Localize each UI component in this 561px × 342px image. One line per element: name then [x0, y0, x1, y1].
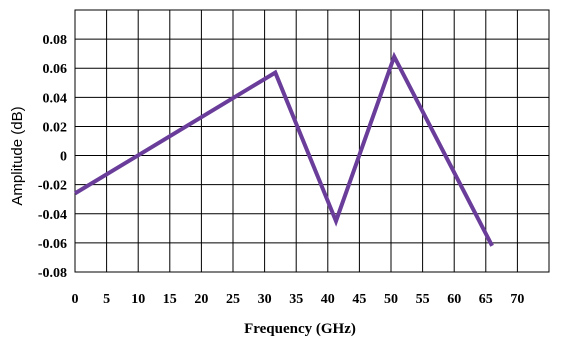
y-tick-label: -0.08: [38, 266, 67, 281]
x-tick-label: 5: [103, 292, 110, 307]
y-tick-label: 0.06: [43, 62, 68, 77]
plot-frame: [74, 9, 550, 273]
x-tick-label: 0: [72, 292, 79, 307]
x-tick-label: 70: [510, 292, 524, 307]
x-tick-label: 60: [447, 292, 461, 307]
series-line: [73, 51, 494, 247]
x-tick-label: 20: [194, 292, 208, 307]
x-tick-label: 15: [163, 292, 177, 307]
y-tick-label: -0.06: [38, 237, 67, 252]
x-tick-label: 25: [226, 292, 240, 307]
y-tick-label: -0.04: [38, 208, 67, 223]
x-tick-label: 45: [352, 292, 366, 307]
y-axis-label: Amplitude (dB): [9, 106, 26, 205]
y-tick-labels: -0.08 -0.06 -0.04 -0.02 0 0.02 0.04 0.06 0.08: [38, 33, 67, 281]
x-axis-label: Frequency (GHz): [244, 321, 356, 337]
x-tick-label: 65: [479, 292, 493, 307]
x-tick-label: 10: [131, 292, 145, 307]
x-tick-label: 35: [289, 292, 303, 307]
x-tick-label: 55: [416, 292, 430, 307]
y-tick-label: 0.02: [43, 120, 68, 135]
series-layer: [73, 51, 494, 247]
y-tick-label: -0.02: [38, 179, 67, 194]
x-tick-labels: 0 5 10 15 20 25 30 35 40 45 50 55 60 65 70: [72, 292, 525, 307]
x-tick-label: 40: [321, 292, 335, 307]
y-tick-label: 0.04: [43, 91, 68, 106]
y-tick-label: 0: [60, 150, 67, 165]
x-tick-label: 30: [258, 292, 272, 307]
x-tick-label: 50: [384, 292, 398, 307]
y-tick-label: 0.08: [43, 33, 68, 48]
grid-lines: [74, 9, 550, 273]
